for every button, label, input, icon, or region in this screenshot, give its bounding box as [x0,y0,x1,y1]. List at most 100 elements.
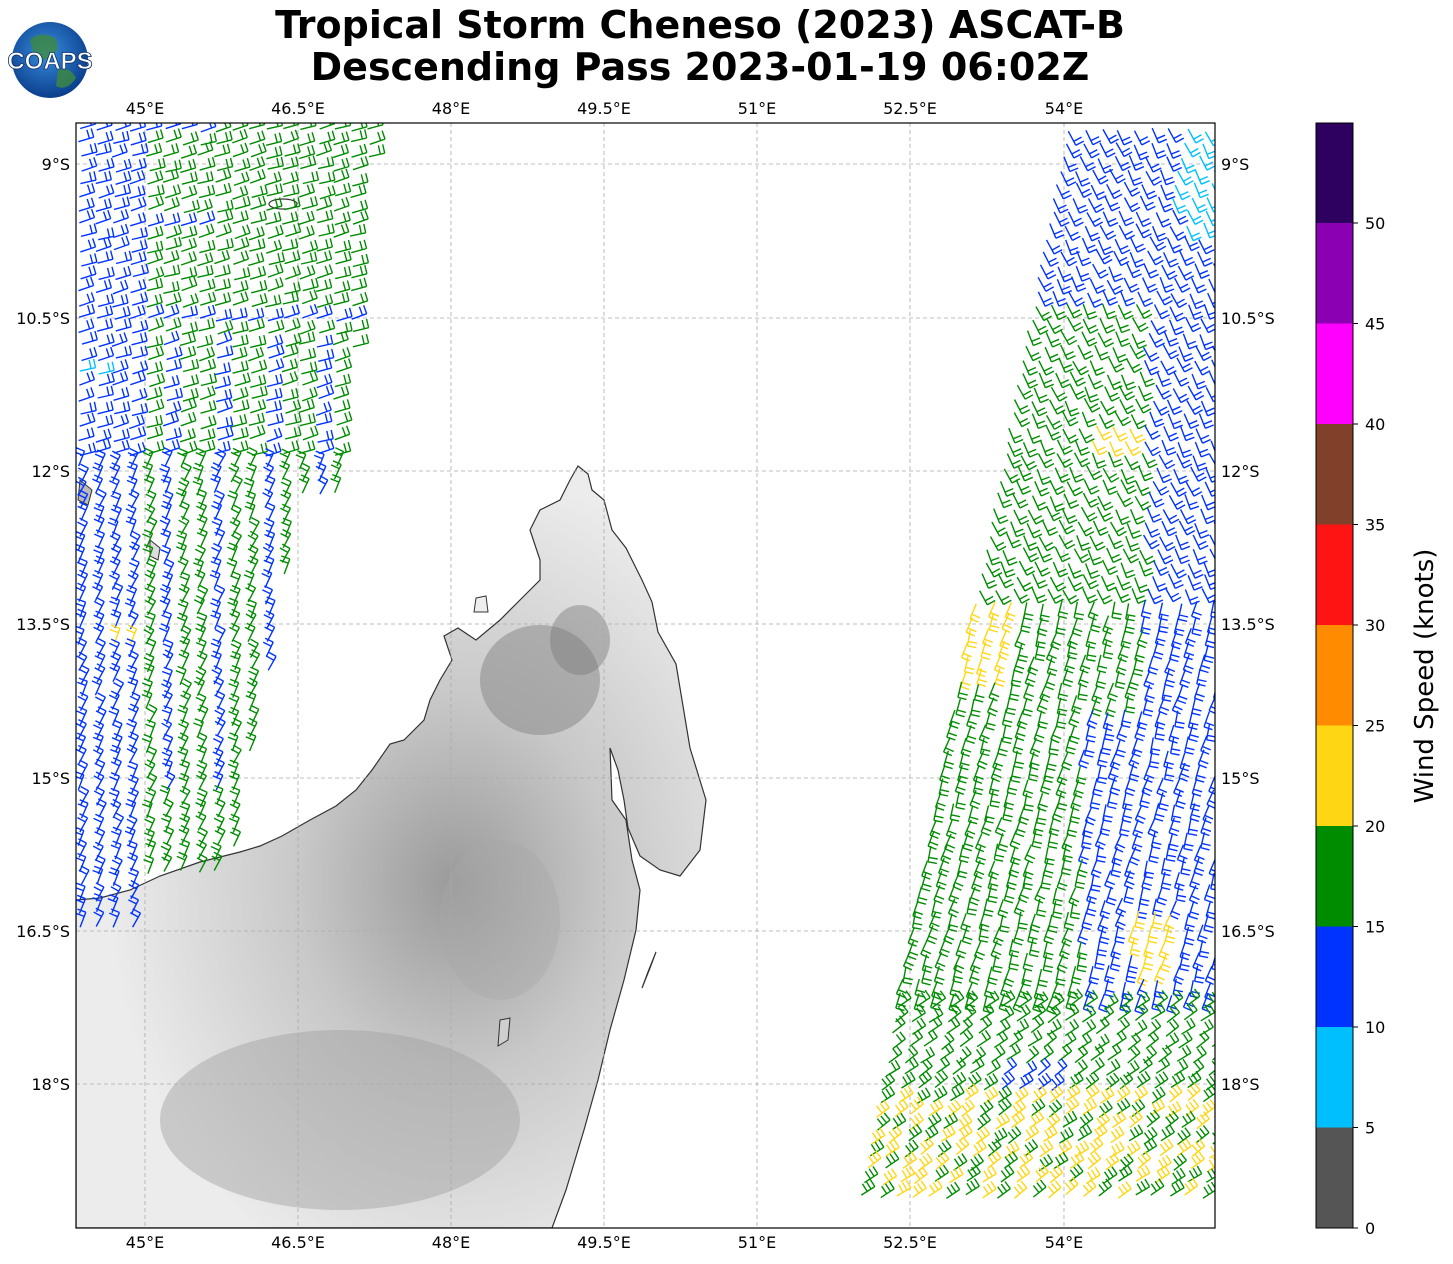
wind-barb [350,184,367,199]
wind-barb [250,374,267,388]
colorbar-tick-label: 15 [1365,918,1385,937]
wind-barb [76,557,88,577]
wind-barb [1138,465,1154,482]
wind-barb [144,569,156,589]
wind-barb [1141,452,1158,469]
wind-barb [245,490,257,510]
wind-barb [928,912,940,932]
wind-barb [1006,533,1022,549]
wind-barb [1117,1181,1132,1199]
wind-barb [1093,1123,1108,1142]
wind-barb [1175,534,1191,551]
wind-barb [160,841,172,861]
wind-barb [298,210,315,225]
wind-barb [975,846,987,865]
wind-barb [109,531,121,551]
wind-barb [1189,792,1201,812]
lon-tick-bottom: 49.5°E [577,1233,631,1252]
wind-barb [1166,143,1182,159]
wind-barb [232,210,249,225]
wind-barb [234,372,251,387]
wind-barb [1184,627,1196,648]
wind-barb [285,265,302,280]
wind-barb [1184,913,1195,932]
wind-barb [997,573,1014,589]
wind-barb [1194,360,1211,376]
wind-barb [1097,158,1114,174]
wind-barb [1109,441,1125,457]
wind-barb [1077,925,1088,945]
wind-barb [200,372,218,387]
wind-barb [987,1150,1002,1169]
wind-barb [266,387,283,402]
colorbar-bin [1316,1127,1353,1228]
wind-barb [1058,534,1076,550]
wind-barb [1054,546,1071,563]
wind-barb [96,305,114,319]
wind-barb [1151,225,1168,242]
wind-barb [147,129,164,144]
wind-barb [192,476,204,496]
wind-barb [1065,143,1083,159]
wind-barb [1077,521,1095,537]
wind-barb [267,277,284,292]
wind-barb [1102,479,1118,496]
wind-barb [1096,589,1113,605]
wind-barb [1173,777,1184,797]
wind-barb [921,967,932,986]
wind-barb [1143,670,1155,690]
wind-barb [1214,252,1215,254]
wind-barb [1111,601,1122,620]
wind-barb [1037,276,1055,292]
lon-tick-top: 45°E [126,99,164,118]
wind-barb [147,170,164,185]
wind-barb [266,123,284,130]
wind-barb [1054,1058,1068,1077]
coaps-logo: COAPS [7,22,93,98]
wind-barb [193,718,204,738]
wind-barb [216,416,234,430]
wind-barb [1002,550,1018,566]
wind-barb [951,1071,967,1090]
wind-barb [1210,600,1215,618]
wind-barb [279,555,291,575]
wind-barb [987,1138,1002,1157]
wind-barb [95,209,112,225]
wind-barb [1210,872,1215,891]
wind-barb [180,624,192,645]
wind-barb [92,581,104,602]
wind-barb [180,345,197,360]
wind-barb [1116,1017,1131,1036]
wind-barb [1194,441,1210,458]
wind-barb [1166,1004,1181,1023]
wind-barb [1062,589,1080,605]
wind-barb [78,318,95,334]
wind-barb [1183,142,1201,158]
wind-barb [934,1164,949,1182]
wind-barb [199,278,216,293]
wind-barb [960,642,972,662]
wind-barb [113,196,131,211]
wind-barb [1047,1005,1061,1024]
wind-barb [1117,304,1134,320]
wind-barb [180,266,198,280]
wind-barb [148,266,165,282]
wind-barb [902,966,913,985]
wind-barb [1194,764,1206,783]
wind-barb [92,569,104,589]
wind-barb [298,331,316,345]
wind-barb [1079,1111,1094,1129]
wind-barb [1145,1031,1160,1050]
wind-barb [165,224,182,239]
wind-barb [1049,1165,1064,1184]
wind-barb [1172,965,1184,985]
wind-barb [1108,266,1124,283]
wind-barb [971,872,982,892]
wind-barb [1083,397,1101,413]
wind-barb [247,555,259,575]
wind-barb [78,128,95,143]
wind-barb [162,639,174,659]
wind-barb [1066,316,1084,332]
wind-barb [1118,1164,1133,1182]
wind-barb [920,1136,934,1155]
